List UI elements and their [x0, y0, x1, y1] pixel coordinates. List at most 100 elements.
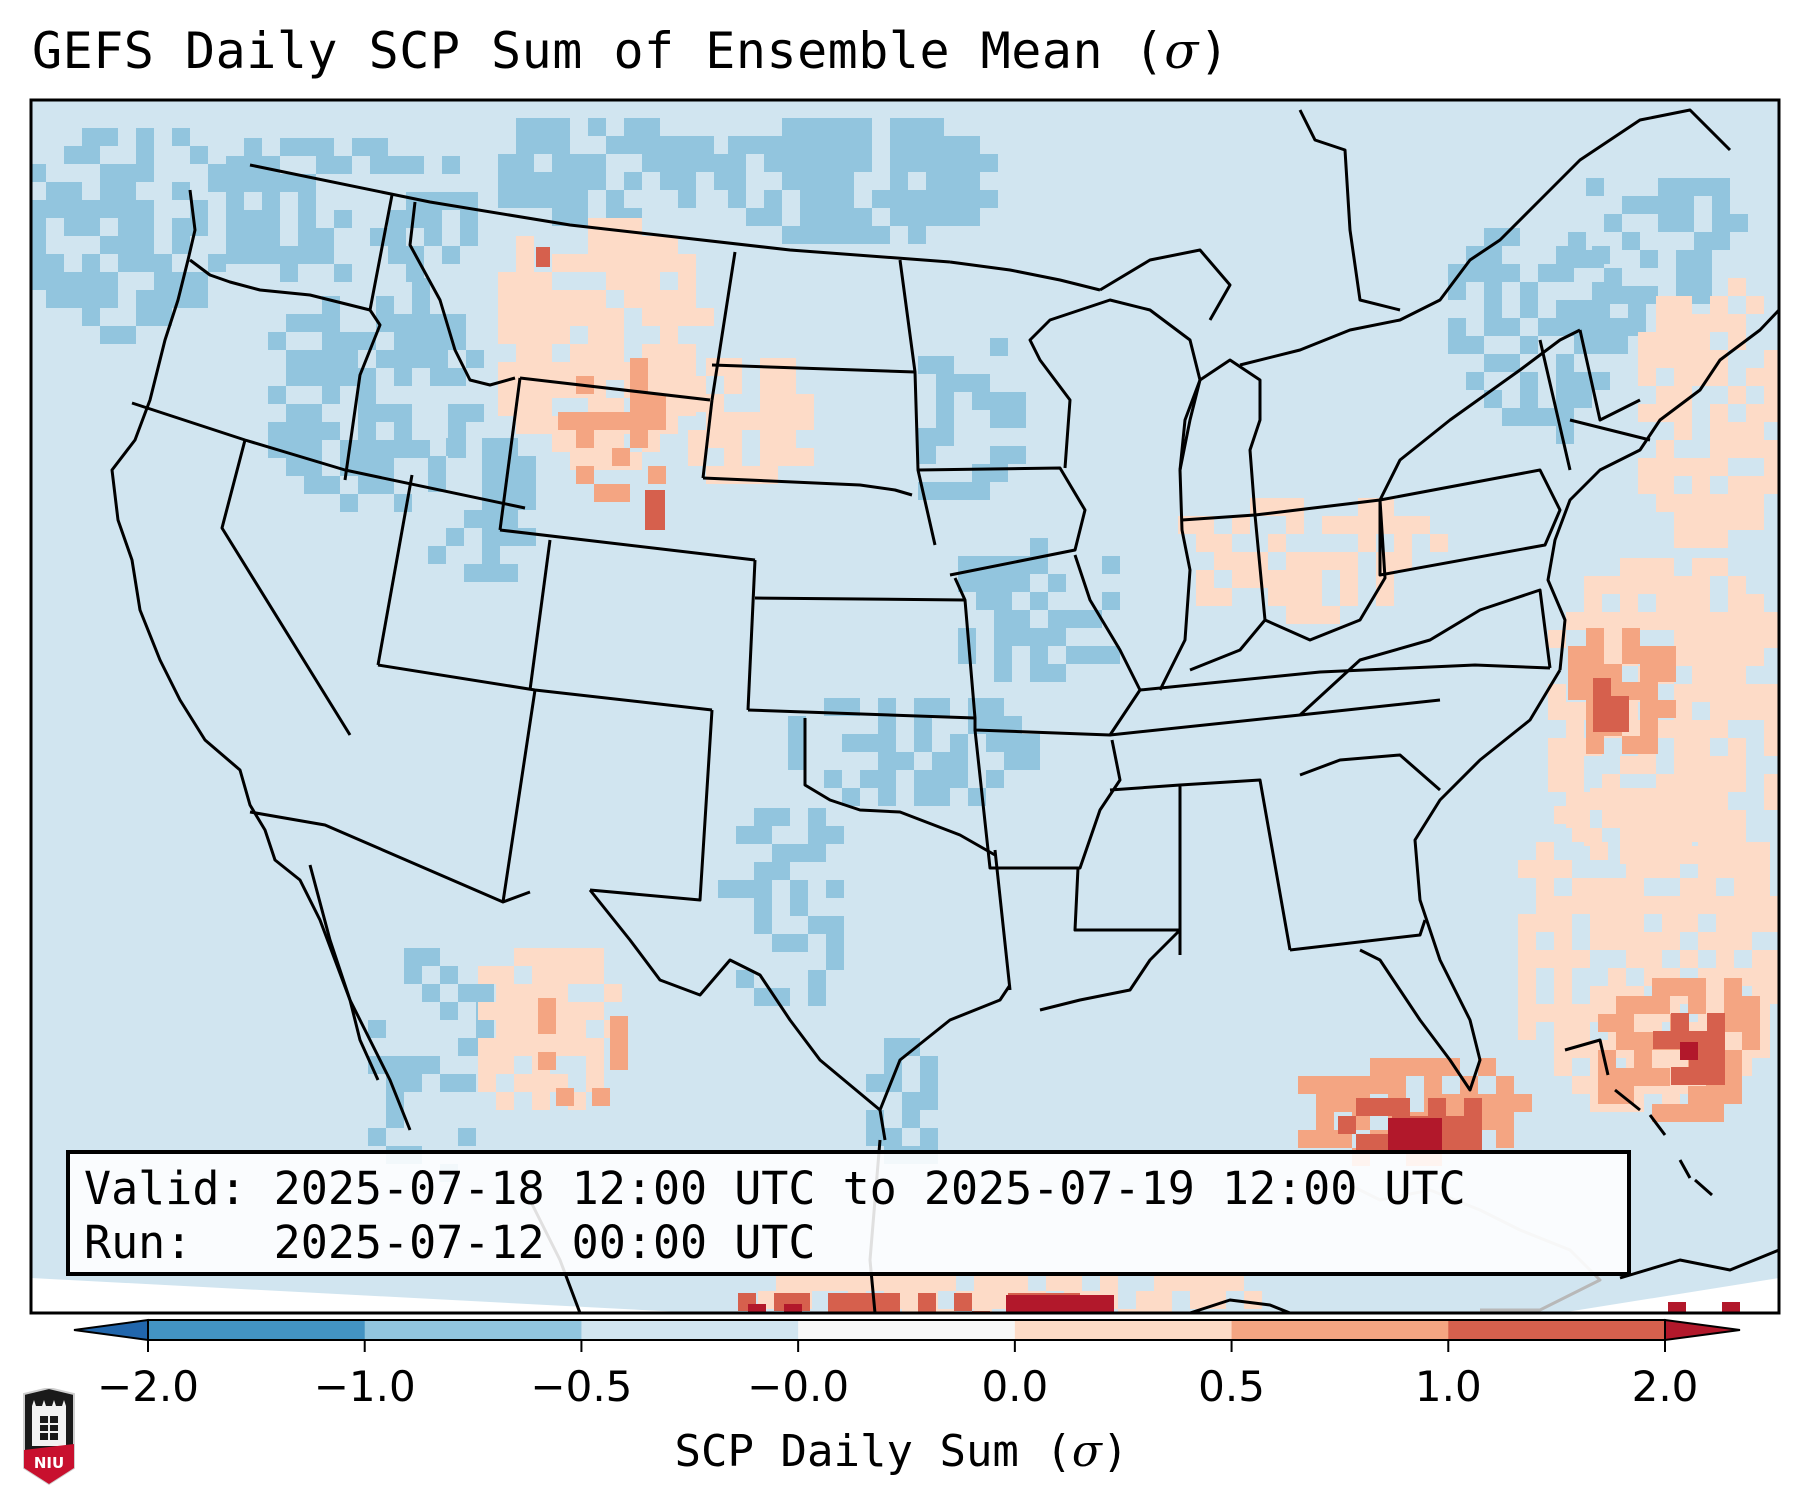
anomaly-cell	[588, 254, 606, 272]
anomaly-cell	[190, 200, 208, 218]
anomaly-cell	[1674, 368, 1692, 386]
anomaly-cell	[172, 128, 190, 146]
anomaly-cell	[394, 332, 412, 350]
anomaly-cell	[1658, 196, 1676, 214]
anomaly-cell	[642, 272, 660, 290]
anomaly-cell	[570, 452, 588, 470]
anomaly-cell	[498, 380, 516, 398]
anomaly-cell	[878, 770, 896, 788]
anomaly-cell	[568, 1020, 586, 1038]
anomaly-cell	[516, 172, 534, 190]
anomaly-cell	[1746, 422, 1764, 440]
anomaly-cell	[884, 1128, 902, 1146]
anomaly-cell	[1190, 1291, 1208, 1309]
anomaly-cell	[1316, 1112, 1334, 1130]
anomaly-cell	[406, 156, 424, 174]
anomaly-cell	[1406, 1118, 1424, 1136]
anomaly-cell	[1520, 300, 1538, 318]
anomaly-cell	[1424, 1118, 1442, 1136]
anomaly-cell	[1286, 498, 1304, 516]
anomaly-cell	[1316, 1130, 1334, 1148]
anomaly-cell	[1694, 178, 1712, 196]
anomaly-cell	[914, 734, 932, 752]
anomaly-cell	[1770, 986, 1779, 1004]
anomaly-cell	[316, 228, 334, 246]
anomaly-cell	[412, 296, 430, 314]
anomaly-cell	[1782, 684, 1800, 702]
anomaly-cell	[866, 1074, 884, 1092]
anomaly-cell	[1626, 932, 1644, 950]
anomaly-cell	[606, 308, 624, 326]
anomaly-cell	[826, 952, 844, 970]
anomaly-cell	[842, 734, 860, 752]
anomaly-cell	[1060, 1295, 1078, 1313]
az-nm-border	[501, 689, 537, 903]
anomaly-cell	[1620, 558, 1638, 576]
ut-co-border	[528, 539, 552, 691]
anomaly-cell	[962, 190, 980, 208]
anomaly-cell	[994, 646, 1012, 664]
anomaly-cell	[1496, 1112, 1514, 1130]
anomaly-cell	[532, 1092, 550, 1110]
anomaly-cell	[376, 296, 394, 314]
anomaly-cell	[358, 404, 376, 422]
anomaly-cell	[334, 264, 352, 282]
anomaly-cell	[1602, 612, 1620, 630]
anomaly-cell	[854, 118, 872, 136]
anomaly-cell	[516, 118, 534, 136]
anomaly-cell	[926, 154, 944, 172]
anomaly-cell	[1518, 968, 1536, 986]
anomaly-cell	[1478, 1112, 1496, 1130]
anomaly-cell	[1710, 558, 1728, 576]
anomaly-cell	[586, 1038, 604, 1056]
anomaly-cell	[642, 344, 660, 362]
anomaly-cell	[1712, 214, 1730, 232]
logo-red-band	[24, 1444, 74, 1484]
anomaly-cell	[788, 734, 806, 752]
anomaly-cell	[262, 210, 280, 228]
anomaly-cell	[1752, 968, 1770, 986]
anomaly-cell	[1752, 950, 1770, 968]
nm-tx-border	[589, 709, 714, 902]
anomaly-cell	[760, 412, 778, 430]
anomaly-cell	[534, 272, 552, 290]
anomaly-cell	[1466, 264, 1484, 282]
anomaly-cell	[422, 1056, 440, 1074]
anomaly-cell	[990, 338, 1008, 356]
anomaly-cell	[624, 254, 642, 272]
anomaly-cell	[500, 510, 518, 528]
anomaly-cell	[478, 966, 496, 984]
anomaly-cell	[82, 146, 100, 164]
va-border	[1298, 588, 1552, 717]
anomaly-cell	[226, 192, 244, 210]
anomaly-cell	[1728, 666, 1746, 684]
anomaly-cell	[500, 438, 518, 456]
anomaly-cell	[1707, 1013, 1725, 1031]
anomaly-cell	[754, 880, 772, 898]
anomaly-cell	[1370, 1076, 1388, 1094]
anomaly-cell	[1484, 318, 1502, 336]
anomaly-cell	[1374, 1098, 1392, 1116]
anomaly-cell	[482, 438, 500, 456]
anomaly-cell	[1340, 570, 1358, 588]
anomaly-cell	[1304, 570, 1322, 588]
anomaly-cell	[394, 440, 412, 458]
anomaly-cell	[1634, 1032, 1652, 1050]
anomaly-cell	[1430, 534, 1448, 552]
anomaly-cell	[1154, 1309, 1172, 1313]
anomaly-cell	[594, 412, 612, 430]
anomaly-cell	[976, 592, 994, 610]
anomaly-cell	[588, 326, 606, 344]
anomaly-cell	[1764, 612, 1779, 630]
anomaly-cell	[1742, 996, 1760, 1014]
anomaly-cell	[1572, 950, 1590, 968]
anomaly-cell	[606, 190, 624, 208]
map-area	[31, 100, 1800, 1313]
anomaly-cell	[496, 966, 514, 984]
anomaly-cell	[1008, 446, 1026, 464]
anomaly-cell	[1676, 214, 1694, 232]
anomaly-cell	[896, 752, 914, 770]
anomaly-cell	[1634, 1050, 1652, 1068]
anomaly-cell	[1676, 196, 1694, 214]
anomaly-cell	[1568, 250, 1586, 268]
